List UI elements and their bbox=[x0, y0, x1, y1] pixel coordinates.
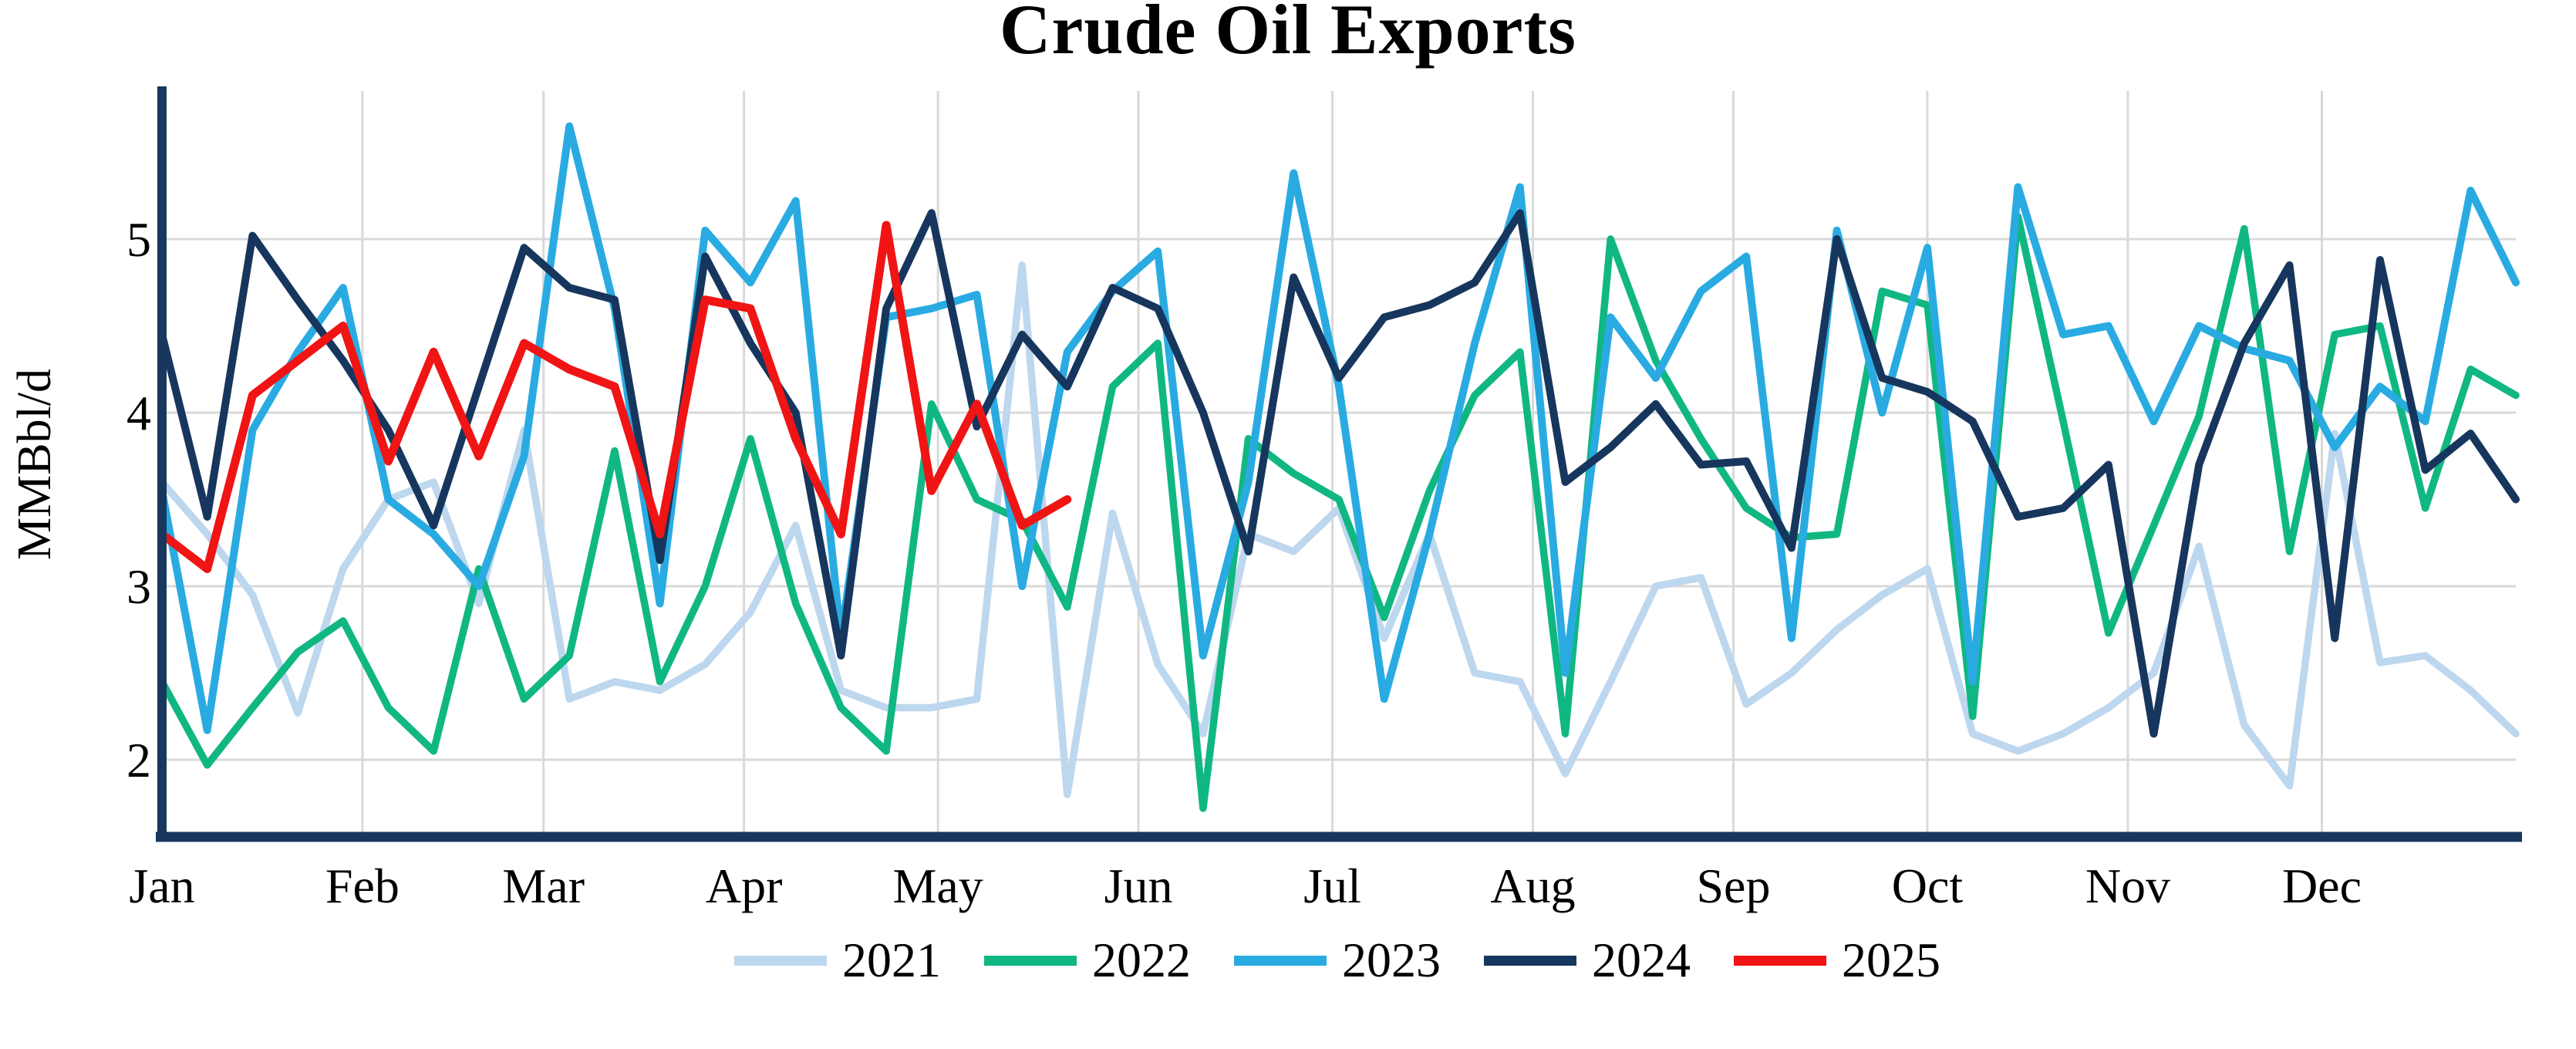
x-tick-label-Apr: Apr bbox=[705, 858, 783, 913]
series-line-2023 bbox=[158, 122, 2520, 734]
chart-title: Crude Oil Exports bbox=[1000, 0, 1576, 69]
legend-item-2024: 2024 bbox=[1484, 926, 1691, 995]
legend-label-2023: 2023 bbox=[1342, 933, 1441, 987]
x-tick-label-May: May bbox=[892, 858, 983, 913]
series-line-2022 bbox=[158, 213, 2520, 812]
legend-label-2024: 2024 bbox=[1592, 933, 1691, 987]
x-tick-label-Nov: Nov bbox=[2085, 858, 2171, 913]
x-tick-label-Oct: Oct bbox=[1891, 858, 1964, 913]
legend-swatch-2025 bbox=[1734, 955, 1826, 966]
legend-label-2021: 2021 bbox=[842, 933, 941, 987]
x-tick-label-Dec: Dec bbox=[2281, 858, 2362, 913]
y-tick-label-3: 3 bbox=[126, 559, 151, 614]
legend-swatch-2022 bbox=[984, 955, 1077, 966]
y-tick-label-5: 5 bbox=[126, 212, 151, 267]
x-tick-label-Aug: Aug bbox=[1490, 858, 1576, 913]
legend-label-2022: 2022 bbox=[1092, 933, 1191, 987]
legend-item-2021: 2021 bbox=[734, 926, 941, 995]
x-tick-label-Jul: Jul bbox=[1303, 858, 1361, 913]
legend-item-2025: 2025 bbox=[1734, 926, 1940, 995]
legend-item-2023: 2023 bbox=[1234, 926, 1441, 995]
legend-swatch-2024 bbox=[1484, 955, 1576, 966]
x-tick-label-Jun: Jun bbox=[1104, 858, 1173, 913]
series-line-2025 bbox=[157, 221, 1072, 573]
legend-label-2025: 2025 bbox=[1842, 933, 1940, 987]
legend-swatch-2021 bbox=[734, 955, 827, 966]
legend-swatch-2023 bbox=[1234, 955, 1327, 966]
x-tick-label-Feb: Feb bbox=[325, 858, 400, 913]
y-tick-label-4: 4 bbox=[126, 386, 151, 440]
x-tick-label-Mar: Mar bbox=[502, 858, 585, 913]
x-tick-label-Sep: Sep bbox=[1696, 858, 1771, 913]
y-tick-label-2: 2 bbox=[126, 733, 151, 788]
series-line-2021 bbox=[158, 261, 2520, 798]
legend: 2021 2022 2023 2024 2025 bbox=[49, 926, 2576, 995]
x-tick-label-Jan: Jan bbox=[129, 858, 195, 913]
series-line-2024 bbox=[158, 209, 2520, 738]
legend-item-2022: 2022 bbox=[984, 926, 1191, 995]
